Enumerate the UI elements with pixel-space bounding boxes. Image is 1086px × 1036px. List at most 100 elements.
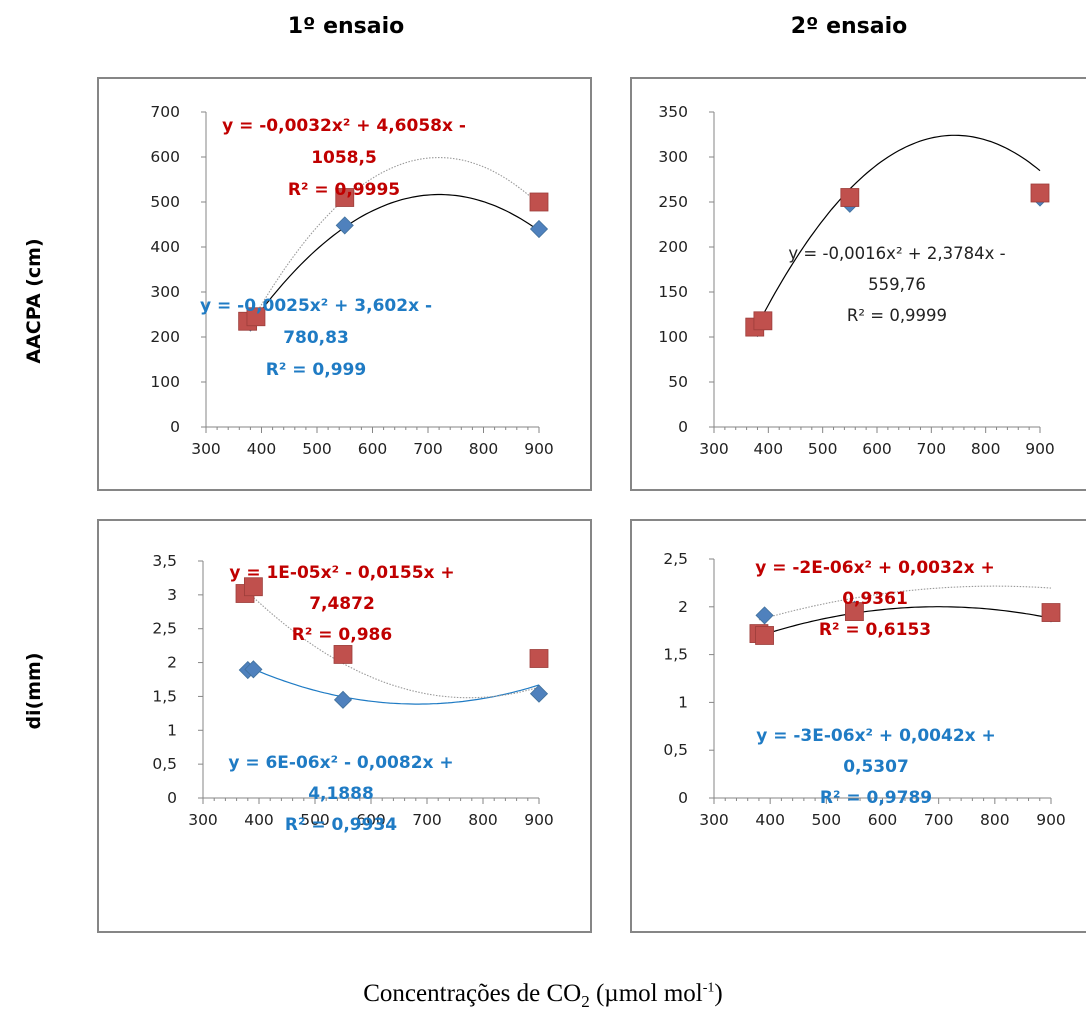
plot-area: 0 0,5 1 1,5 2 2,5 3 3,5 300 400 500 600 700 800 900 y =…	[152, 552, 553, 835]
equation-label-red: y = -0,0032x² + 4,6058x -	[222, 116, 466, 136]
x-tick-label: 700	[412, 811, 442, 829]
equation-label-red: R² = 0,9995	[288, 180, 400, 200]
y-tick-label: 200	[150, 328, 180, 346]
data-point-red	[1042, 604, 1060, 622]
x-tick-label: 300	[188, 811, 218, 829]
plot-area: 0 0,5 1 1,5 2 2,5 300 400 500 600 700 800 900 y = -2E…	[663, 550, 1065, 829]
y-tick-label: 0	[167, 789, 177, 807]
trendline-blue	[758, 135, 1041, 325]
equation-label-blue: 0,5307	[843, 757, 909, 777]
equation-label-blue: 4,1888	[308, 784, 374, 804]
y-tick-label: 1	[678, 693, 688, 711]
x-tick-label: 600	[358, 440, 388, 458]
y-tick-label: 600	[150, 148, 180, 166]
x-tick-label: 800	[469, 440, 499, 458]
y-tick-label: 250	[658, 193, 688, 211]
equation-label-plain: 559,76	[868, 275, 926, 294]
x-tick-label: 500	[302, 440, 332, 458]
x-tick-label: 300	[191, 440, 221, 458]
equation-label-plain: R² = 0,9999	[847, 306, 947, 325]
x-tick-label: 500	[808, 440, 838, 458]
x-tick-label: 400	[755, 811, 785, 829]
plot-area: 0 50 100 150 200 250 300 350 300 400 500 600 700 800 9…	[658, 103, 1054, 458]
x-tick-label: 400	[244, 811, 274, 829]
chart-svg-di-2: 00,511,522,5300 400 500 600 700 800 900y = -2E…	[632, 521, 1086, 931]
data-point-red	[530, 650, 548, 668]
equation-label-blue: R² = 0,9789	[820, 788, 932, 808]
equation-label-blue: 780,83	[283, 328, 349, 348]
y-tick-label: 0,5	[152, 755, 177, 773]
equation-label-blue: R² = 0,999	[266, 360, 366, 380]
y-tick-label: 100	[658, 328, 688, 346]
data-point-red	[334, 645, 352, 663]
column-title-left: 1º ensaio	[246, 14, 446, 39]
data-point-red	[530, 193, 548, 211]
x-tick-label: 600	[868, 811, 898, 829]
data-point-red	[754, 312, 772, 330]
plot-area: 0 100 200 300 400 500 600 700 300 400 500 600 700 800…	[150, 103, 553, 458]
chart-panel-aacpa-1: 0 100 200 300 400 500 600 700 300 400 500 600 700 800…	[97, 77, 592, 491]
equation-label-red: y = -2E-06x² + 0,0032x +	[755, 558, 995, 578]
y-tick-label: 2,5	[663, 550, 688, 568]
y-tick-label: 2	[678, 598, 688, 616]
y-tick-label: 1,5	[152, 687, 177, 705]
equation-label-blue: y = -0,0025x² + 3,602x -	[200, 296, 432, 316]
chart-svg-aacpa-1: 0 100 200 300 400 500 600 700 300 400 500 600 700 800…	[99, 79, 590, 489]
y-tick-label: 300	[658, 148, 688, 166]
y-tick-label: 1	[167, 721, 177, 739]
x-tick-label: 400	[754, 440, 784, 458]
y-tick-label: 1,5	[663, 646, 688, 664]
y-tick-label: 500	[150, 193, 180, 211]
chart-svg-aacpa-2: 0 50 100 150 200 250 300 350 300 400 500 600 700 800 9…	[632, 79, 1086, 489]
y-tick-label: 0	[678, 418, 688, 436]
x-tick-label: 900	[1025, 440, 1055, 458]
x-tick-label: 900	[524, 440, 554, 458]
y-tick-label: 0,5	[663, 741, 688, 759]
x-tick-label: 300	[699, 440, 729, 458]
equation-label-red: 0,9361	[842, 589, 908, 609]
x-tick-label: 800	[971, 440, 1001, 458]
chart-panel-aacpa-2: 0 50 100 150 200 250 300 350 300 400 500 600 700 800 9…	[630, 77, 1086, 491]
x-tick-label: 900	[1036, 811, 1066, 829]
y-tick-label: 0	[170, 418, 180, 436]
x-tick-label: 900	[524, 811, 554, 829]
y-tick-label: 300	[150, 283, 180, 301]
equation-label-red: 7,4872	[309, 594, 375, 614]
chart-svg-di-1: 0 0,5 1 1,5 2 2,5 3 3,5 300 400 500 600 700 800 900 y =…	[99, 521, 590, 931]
data-point-blue	[335, 691, 352, 708]
equation-label-red: R² = 0,986	[292, 625, 392, 645]
x-tick-label: 600	[862, 440, 892, 458]
column-title-right: 2º ensaio	[749, 14, 949, 39]
equation-label-blue: R² = 0,9934	[285, 815, 397, 835]
y-tick-label: 3	[167, 586, 177, 604]
x-tick-label: 800	[468, 811, 498, 829]
data-point-red	[841, 189, 859, 207]
equation-label-red: 1058,5	[311, 148, 377, 168]
x-tick-label: 300	[699, 811, 729, 829]
y-tick-label: 150	[658, 283, 688, 301]
data-point-blue	[531, 685, 548, 702]
row-label-top: AACPA (cm)	[23, 201, 45, 401]
x-axis-label: Concentrações de CO2 (µmol mol-1)	[0, 980, 1086, 1012]
equation-label-red: R² = 0,6153	[819, 620, 931, 640]
x-tick-label: 700	[917, 440, 947, 458]
y-tick-label: 700	[150, 103, 180, 121]
y-tick-label: 350	[658, 103, 688, 121]
equation-label-blue: y = -3E-06x² + 0,0042x +	[756, 726, 996, 746]
y-tick-label: 50	[668, 373, 688, 391]
x-tick-label: 800	[980, 811, 1010, 829]
y-tick-label: 2,5	[152, 620, 177, 638]
data-point-red	[756, 626, 774, 644]
data-point-blue	[756, 607, 773, 624]
x-tick-label: 400	[247, 440, 277, 458]
y-tick-label: 3,5	[152, 552, 177, 570]
data-point-blue	[531, 221, 548, 238]
x-tick-label: 700	[413, 440, 443, 458]
y-tick-label: 200	[658, 238, 688, 256]
equation-label-plain: y = -0,0016x² + 2,3784x -	[788, 244, 1005, 263]
y-tick-label: 0	[678, 789, 688, 807]
x-tick-label: 700	[924, 811, 954, 829]
equation-label-red: y = 1E-05x² - 0,0155x +	[229, 563, 454, 583]
y-tick-label: 2	[167, 654, 177, 672]
y-tick-label: 400	[150, 238, 180, 256]
